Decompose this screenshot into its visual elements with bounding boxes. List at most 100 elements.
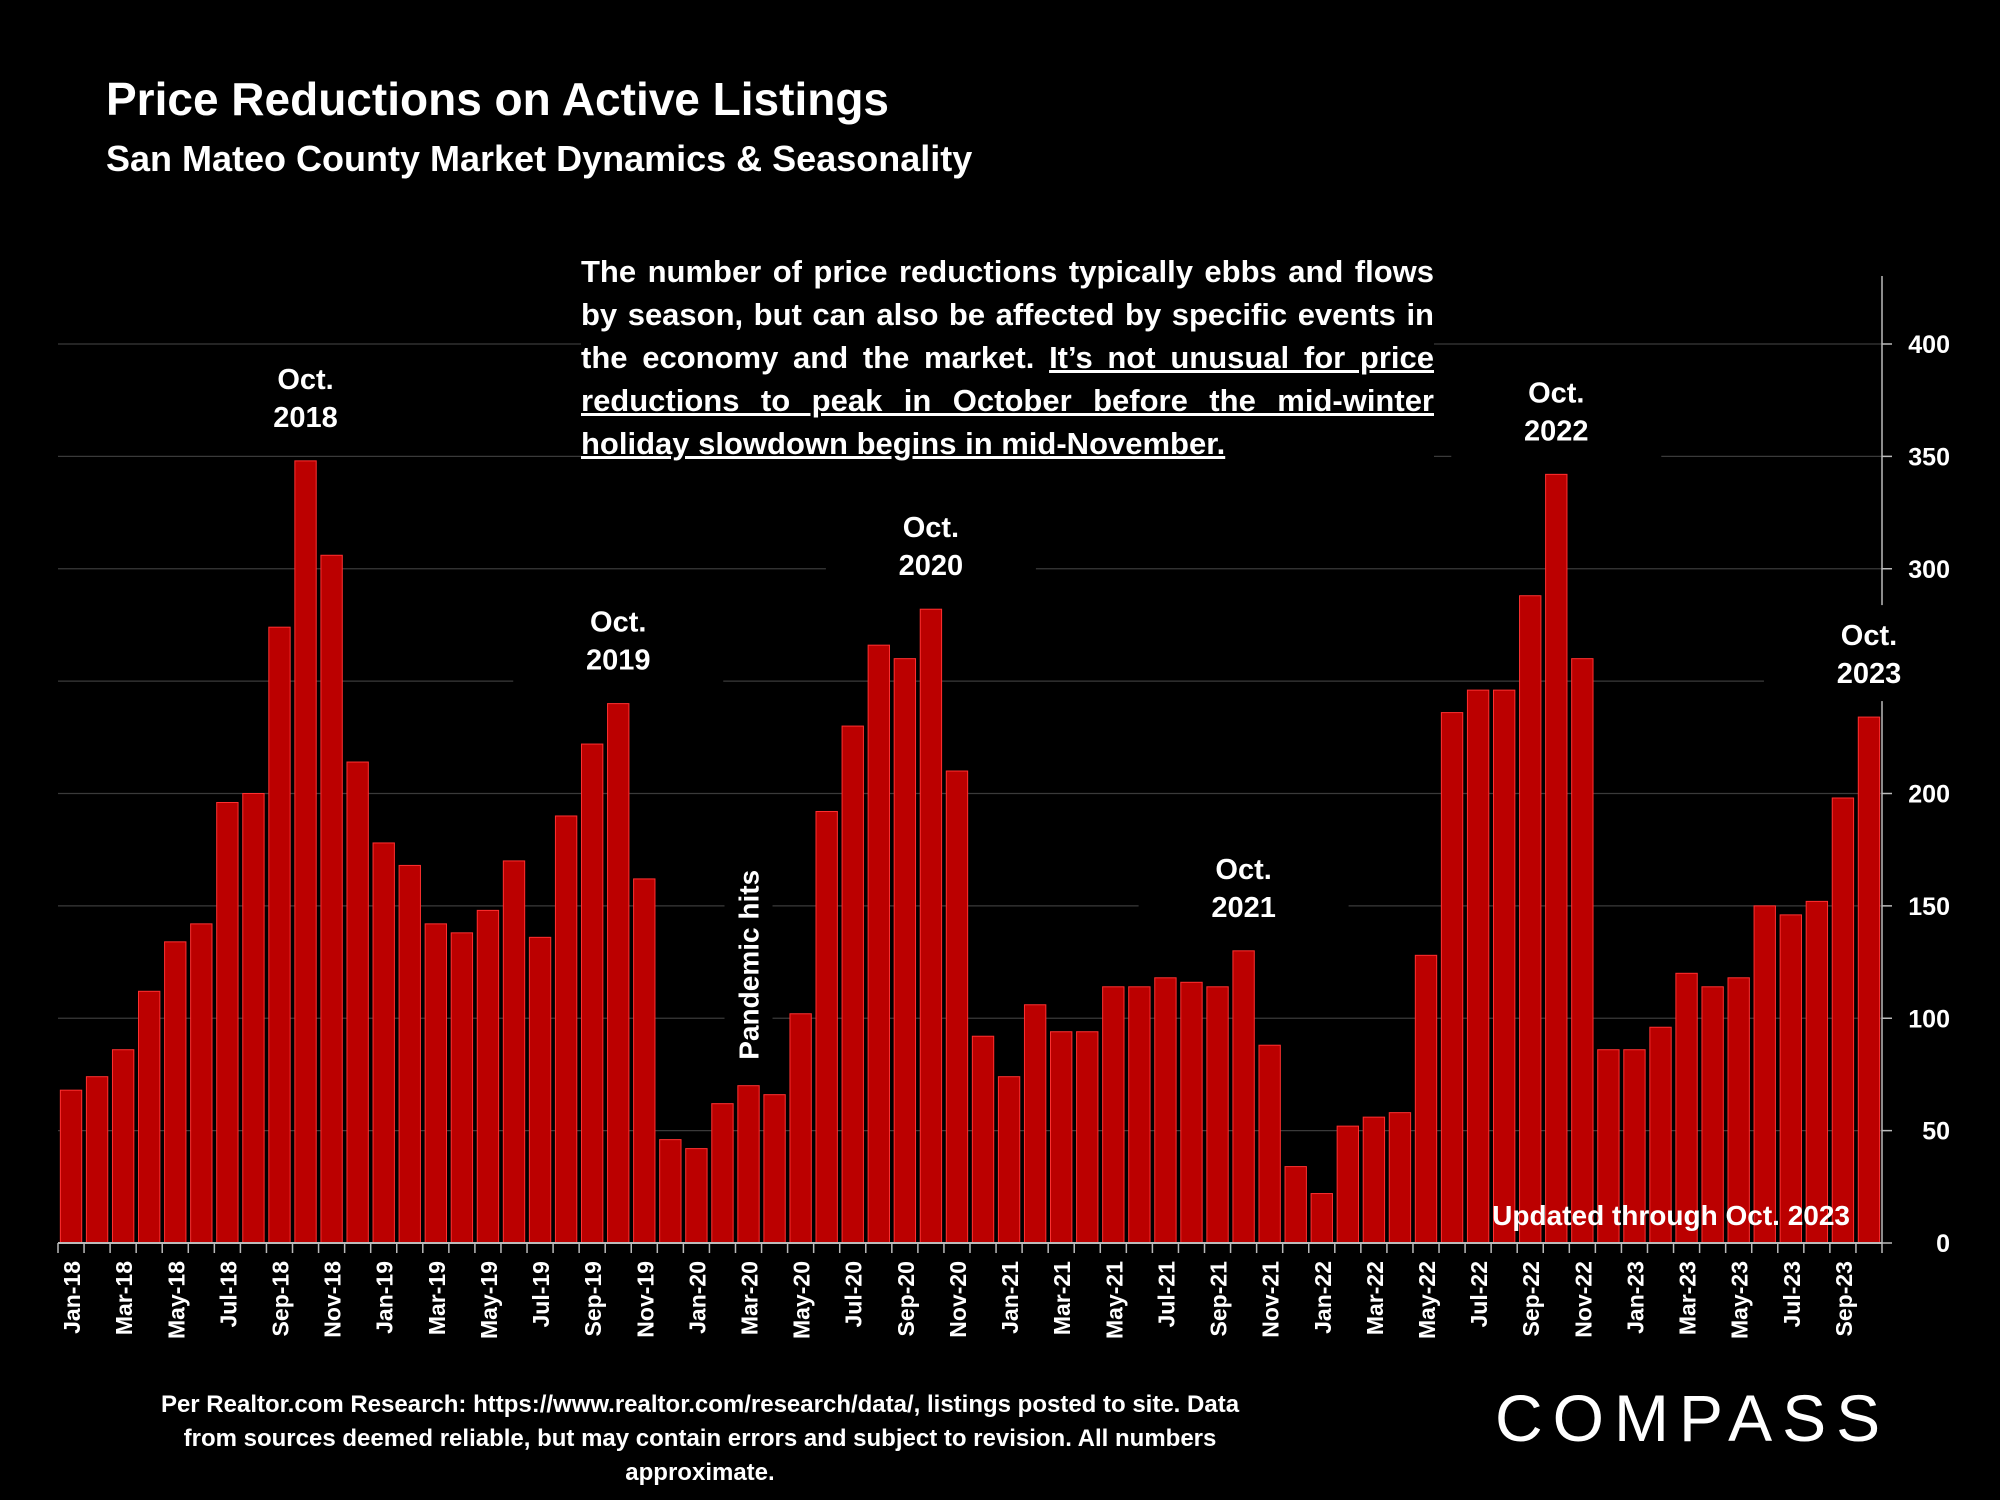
bar bbox=[1206, 986, 1229, 1244]
bar bbox=[216, 801, 239, 1244]
bar bbox=[190, 923, 213, 1244]
bar bbox=[164, 941, 187, 1244]
bar bbox=[372, 842, 395, 1244]
bar bbox=[711, 1103, 734, 1244]
annotation-month: Oct. bbox=[590, 607, 646, 639]
description-text: The number of price reductions typically… bbox=[581, 254, 1434, 375]
bar bbox=[1128, 986, 1151, 1244]
x-tick-label: Mar-23 bbox=[1675, 1261, 1701, 1335]
bar bbox=[1571, 658, 1594, 1244]
x-tick-label: May-23 bbox=[1727, 1261, 1753, 1339]
bar bbox=[1102, 986, 1125, 1244]
axes bbox=[57, 276, 1892, 1253]
y-tick-label: 400 bbox=[1908, 331, 1950, 359]
bar bbox=[971, 1035, 995, 1244]
bar bbox=[919, 608, 943, 1244]
bar bbox=[1154, 977, 1177, 1244]
bar bbox=[294, 460, 317, 1244]
bar bbox=[1805, 900, 1829, 1244]
x-tick-label: Jan-20 bbox=[684, 1261, 710, 1334]
x-tick-label: Nov-21 bbox=[1258, 1261, 1284, 1338]
description-box: The number of price reductions typically… bbox=[581, 250, 1434, 465]
x-tick-label: Jan-21 bbox=[997, 1261, 1023, 1334]
bar bbox=[346, 761, 369, 1244]
bar bbox=[607, 703, 630, 1244]
bar bbox=[1519, 595, 1542, 1244]
x-tick-label: May-20 bbox=[789, 1261, 815, 1339]
bar bbox=[242, 793, 265, 1244]
x-tick-label: Jan-23 bbox=[1622, 1261, 1648, 1334]
bar bbox=[737, 1085, 760, 1244]
annotation-year: 2019 bbox=[586, 645, 651, 677]
bar bbox=[1076, 1031, 1099, 1244]
y-tick-label: 150 bbox=[1908, 893, 1950, 921]
annotations: Oct. 2018 Oct. 2019 Oct. 2020 Oct. 2021 Oct. 2022… bbox=[200, 348, 1974, 1231]
bar bbox=[1284, 1166, 1307, 1244]
bar bbox=[1857, 716, 1881, 1244]
x-tick-label: Mar-20 bbox=[737, 1261, 763, 1335]
bars bbox=[59, 460, 1881, 1244]
annotation-background bbox=[200, 348, 411, 445]
y-tick-labels: 050100150200250300350400 bbox=[1908, 331, 1950, 1258]
annotation-background bbox=[1138, 838, 1349, 935]
bar bbox=[1440, 712, 1464, 1244]
bar bbox=[659, 1139, 682, 1244]
bar bbox=[867, 644, 890, 1244]
y-tick-label: 100 bbox=[1908, 1005, 1950, 1033]
x-tick-label: Sep-21 bbox=[1206, 1261, 1232, 1337]
description-underlined-text: It’s not unusual for price reductions to… bbox=[581, 340, 1434, 461]
annotation-month: Oct. bbox=[277, 364, 333, 396]
bar bbox=[763, 1094, 786, 1244]
x-tick-label: Sep-19 bbox=[580, 1261, 606, 1336]
bar bbox=[528, 936, 552, 1244]
bar bbox=[424, 923, 448, 1244]
compass-logo: COMPASS bbox=[1495, 1381, 1891, 1455]
bar bbox=[1545, 473, 1568, 1244]
annotation-background bbox=[825, 497, 1036, 594]
source-note: Per Realtor.com Research: https://www.re… bbox=[160, 1391, 1240, 1486]
annotation-background bbox=[1451, 362, 1662, 459]
bar bbox=[685, 1148, 708, 1244]
bar bbox=[1362, 1116, 1386, 1244]
x-tick-label: Mar-21 bbox=[1049, 1261, 1075, 1335]
bar bbox=[1753, 905, 1776, 1244]
x-tick-label: Sep-23 bbox=[1831, 1261, 1857, 1336]
annotation-month: Oct. bbox=[1841, 620, 1897, 652]
bar bbox=[841, 725, 864, 1244]
bar bbox=[1414, 954, 1438, 1244]
x-tick-labels: Jan-18 Mar-18 May-18 Jul-18 Sep-18 Nov-18 Jan-… bbox=[59, 1261, 1857, 1339]
annotation-background bbox=[724, 863, 773, 1079]
bar bbox=[997, 1076, 1021, 1244]
annotation-year: 2023 bbox=[1837, 658, 1902, 690]
y-tick-label: 200 bbox=[1908, 781, 1950, 809]
bar bbox=[1336, 1125, 1360, 1244]
bar bbox=[789, 1013, 812, 1244]
bar bbox=[554, 815, 578, 1244]
x-tick-label: Sep-20 bbox=[893, 1261, 919, 1336]
chart-title: Price Reductions on Active Listings bbox=[106, 73, 890, 125]
x-tick-label: Jul-23 bbox=[1779, 1261, 1805, 1327]
bar bbox=[1023, 1004, 1047, 1244]
annotation-background bbox=[513, 591, 724, 688]
y-tick-label: 0 bbox=[1936, 1230, 1950, 1258]
bar bbox=[1258, 1044, 1281, 1244]
y-tick-label: 350 bbox=[1908, 443, 1950, 471]
chart-subtitle: San Mateo County Market Dynamics & Seaso… bbox=[106, 138, 973, 179]
x-tick-label: Jul-22 bbox=[1466, 1261, 1492, 1327]
bar bbox=[268, 626, 291, 1244]
x-tick-label: May-18 bbox=[163, 1261, 189, 1339]
annotation-month: Oct. bbox=[903, 512, 959, 544]
x-tick-label: Nov-22 bbox=[1570, 1261, 1596, 1338]
bar bbox=[138, 990, 161, 1244]
annotation-year: 2022 bbox=[1524, 415, 1589, 447]
bar bbox=[815, 810, 838, 1244]
bar bbox=[1779, 914, 1802, 1244]
annotation-year: 2021 bbox=[1211, 892, 1276, 924]
x-tick-label: Nov-19 bbox=[632, 1261, 658, 1338]
bar bbox=[450, 932, 474, 1244]
x-tick-label: Nov-20 bbox=[945, 1261, 971, 1338]
bar bbox=[1492, 689, 1516, 1244]
bar bbox=[580, 743, 604, 1244]
bar bbox=[1050, 1031, 1073, 1244]
